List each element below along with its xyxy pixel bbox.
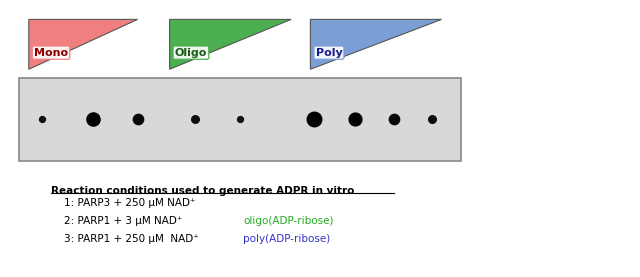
Polygon shape	[310, 19, 442, 69]
Point	[235, 117, 245, 121]
Text: Oligo: Oligo	[175, 48, 207, 58]
Text: Poly: Poly	[316, 48, 342, 58]
Point	[308, 117, 319, 121]
Text: 2: PARP1 + 3 μM NAD⁺: 2: PARP1 + 3 μM NAD⁺	[64, 216, 182, 226]
Point	[427, 117, 437, 121]
Point	[36, 117, 47, 121]
Point	[88, 117, 98, 121]
Point	[350, 117, 360, 121]
Point	[388, 117, 399, 121]
Text: 3: PARP1 + 250 μM  NAD⁺: 3: PARP1 + 250 μM NAD⁺	[64, 234, 199, 244]
Text: 1: PARP3 + 250 μM NAD⁺: 1: PARP3 + 250 μM NAD⁺	[64, 198, 195, 208]
Polygon shape	[170, 19, 291, 69]
Text: Mono: Mono	[34, 48, 68, 58]
Point	[132, 117, 143, 121]
Polygon shape	[29, 19, 138, 69]
Text: poly(ADP-ribose): poly(ADP-ribose)	[243, 234, 330, 244]
Text: Reaction conditions used to generate ADPR in vitro: Reaction conditions used to generate ADP…	[51, 186, 355, 196]
FancyBboxPatch shape	[19, 78, 461, 161]
Text: oligo(ADP-ribose): oligo(ADP-ribose)	[243, 216, 333, 226]
Point	[190, 117, 200, 121]
